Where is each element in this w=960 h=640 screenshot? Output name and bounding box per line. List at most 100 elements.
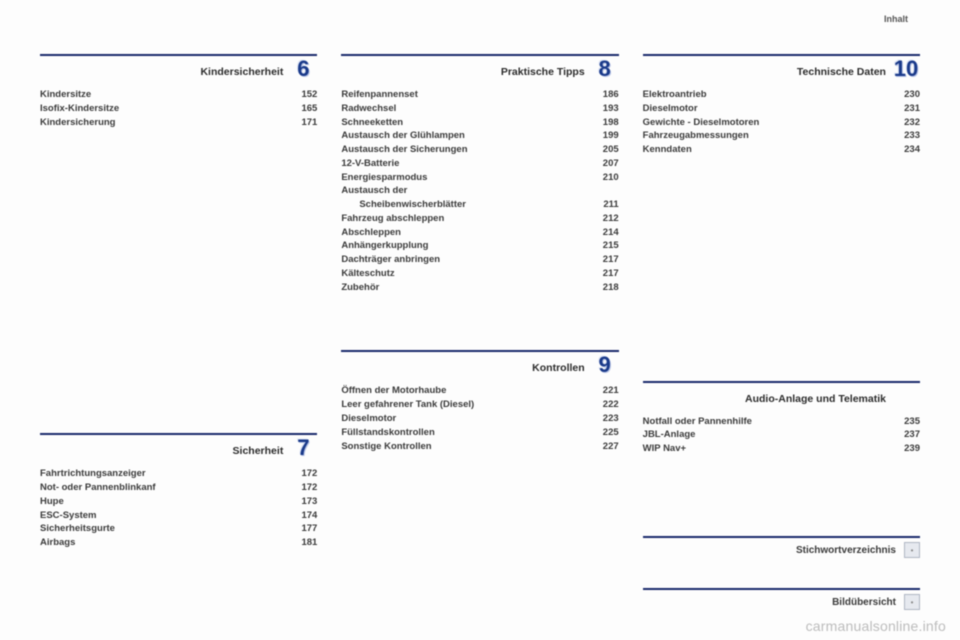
section-10: Technische Daten 10 Elektroantrieb230Die… <box>643 54 920 157</box>
toc-entry: Kälteschutz217 <box>341 267 618 281</box>
entry-page: 221 <box>587 384 619 398</box>
section-number: 8 <box>591 58 619 80</box>
entry-label: Not- oder Pannenblinkanf <box>40 481 285 495</box>
toc-entry: Zubehör218 <box>341 281 618 295</box>
toc-entry: Reifenpannenset186 <box>341 88 618 102</box>
entry-label: Fahrtrichtungsanzeiger <box>40 467 285 481</box>
entry-page: 177 <box>285 522 317 536</box>
entry-page: 237 <box>888 428 920 442</box>
toc-entry: Abschleppen214 <box>341 226 618 240</box>
entry-page: 232 <box>888 116 920 130</box>
entries: Elektroantrieb230Dieselmotor231Gewichte … <box>643 88 920 157</box>
toc-entry: Dachträger anbringen217 <box>341 253 618 267</box>
toc-entry: Fahrzeug abschleppen212 <box>341 212 618 226</box>
toc-entry: 12-V-Batterie207 <box>341 157 618 171</box>
entry-label: Radwechsel <box>341 102 586 116</box>
toc-entry: Schneeketten198 <box>341 116 618 130</box>
section-audio: Audio-Anlage und Telematik . Notfall ode… <box>643 381 920 456</box>
toc-entry: Leer gefahrener Tank (Diesel)222 <box>341 398 618 412</box>
entry-label: Austausch der Glühlampen <box>341 129 586 143</box>
entry-page: 171 <box>285 116 317 130</box>
entry-label: Schneeketten <box>341 116 586 130</box>
section-6: Kindersicherheit 6 Kindersitze152Isofix-… <box>40 54 317 129</box>
entry-page: 230 <box>888 88 920 102</box>
index-label: Bildübersicht <box>643 597 904 608</box>
entry-page: 181 <box>285 536 317 550</box>
col-3: Technische Daten 10 Elektroantrieb230Die… <box>643 54 920 610</box>
entry-label: Notfall oder Pannenhilfe <box>643 415 888 429</box>
entry-page: 212 <box>587 212 619 226</box>
entry-page: 215 <box>587 239 619 253</box>
entry-label: Anhängerkupplung <box>341 239 586 253</box>
entry-label: Airbags <box>40 536 285 550</box>
toc-entry: Fahrtrichtungsanzeiger172 <box>40 467 317 481</box>
entry-page: 198 <box>587 116 619 130</box>
index-alphabetical: Stichwortverzeichnis • <box>643 536 920 558</box>
col-1: Kindersicherheit 6 Kindersitze152Isofix-… <box>40 54 317 610</box>
entry-label: Fahrzeug abschleppen <box>341 212 586 226</box>
section-title: Kontrollen <box>341 362 590 376</box>
entry-label: Isofix-Kindersitze <box>40 102 285 116</box>
entry-page: 207 <box>587 157 619 171</box>
index-pictorial: Bildübersicht • <box>643 588 920 610</box>
toc-entry: Gewichte - Dieselmotoren232 <box>643 116 920 130</box>
entry-page: 172 <box>285 481 317 495</box>
entry-page <box>587 184 619 198</box>
entry-label: Dachträger anbringen <box>341 253 586 267</box>
entry-label: Sicherheitsgurte <box>40 522 285 536</box>
entry-label: Gewichte - Dieselmotoren <box>643 116 888 130</box>
entry-page: 210 <box>587 171 619 185</box>
toc-entry: Scheibenwischerblätter211 <box>341 198 618 212</box>
entry-label: Füllstandskontrollen <box>341 426 586 440</box>
section-number: 6 <box>289 58 317 80</box>
entry-label: Energiesparmodus <box>341 171 586 185</box>
toc-entry: Fahrzeugabmessungen233 <box>643 129 920 143</box>
toc-entry: Sicherheitsgurte177 <box>40 522 317 536</box>
entry-page: 193 <box>587 102 619 116</box>
entry-label: Kenndaten <box>643 143 888 157</box>
entry-page: 174 <box>285 509 317 523</box>
section-title: Sicherheit <box>40 445 289 459</box>
header-label: Inhalt <box>884 14 908 24</box>
entry-label: Reifenpannenset <box>341 88 586 102</box>
entry-label: Kälteschutz <box>341 267 586 281</box>
entry-label: Zubehör <box>341 281 586 295</box>
section-title: Audio-Anlage und Telematik <box>643 393 892 407</box>
entry-label: Kindersicherung <box>40 116 285 130</box>
entry-label: Dieselmotor <box>341 412 586 426</box>
toc-entry: Sonstige Kontrollen227 <box>341 440 618 454</box>
toc-entry: JBL-Anlage237 <box>643 428 920 442</box>
section-title: Kindersicherheit <box>40 66 289 80</box>
entry-page: 172 <box>285 467 317 481</box>
toc-entry: Öffnen der Motorhaube221 <box>341 384 618 398</box>
entry-label: Elektroantrieb <box>643 88 888 102</box>
section-title: Technische Daten <box>643 66 892 80</box>
toc-entry: Füllstandskontrollen225 <box>341 426 618 440</box>
toc-entry: Dieselmotor231 <box>643 102 920 116</box>
toc-entry: Airbags181 <box>40 536 317 550</box>
entry-label: JBL-Anlage <box>643 428 888 442</box>
toc-entry: Austausch der Glühlampen199 <box>341 129 618 143</box>
entry-page: 217 <box>587 267 619 281</box>
entry-page: 211 <box>587 198 619 212</box>
columns: Kindersicherheit 6 Kindersitze152Isofix-… <box>40 54 920 610</box>
toc-entry: Hupe173 <box>40 495 317 509</box>
entry-page: 222 <box>587 398 619 412</box>
entry-page: 173 <box>285 495 317 509</box>
entry-label: WIP Nav+ <box>643 442 888 456</box>
entry-label: Austausch der Sicherungen <box>341 143 586 157</box>
toc-entry: Austausch der <box>341 184 618 198</box>
entries: Notfall oder Pannenhilfe235JBL-Anlage237… <box>643 415 920 456</box>
section-9: Kontrollen 9 Öffnen der Motorhaube221Lee… <box>341 350 618 453</box>
toc-entry: Austausch der Sicherungen205 <box>341 143 618 157</box>
entry-page: 218 <box>587 281 619 295</box>
entry-page: 231 <box>888 102 920 116</box>
section-title: Praktische Tipps <box>341 66 590 80</box>
entry-label: Abschleppen <box>341 226 586 240</box>
entries: Reifenpannenset186Radwechsel193Schneeket… <box>341 88 618 294</box>
toc-entry: Energiesparmodus210 <box>341 171 618 185</box>
entry-page: 234 <box>888 143 920 157</box>
index-label: Stichwortverzeichnis <box>643 545 904 556</box>
entry-page: 227 <box>587 440 619 454</box>
entry-page: 214 <box>587 226 619 240</box>
